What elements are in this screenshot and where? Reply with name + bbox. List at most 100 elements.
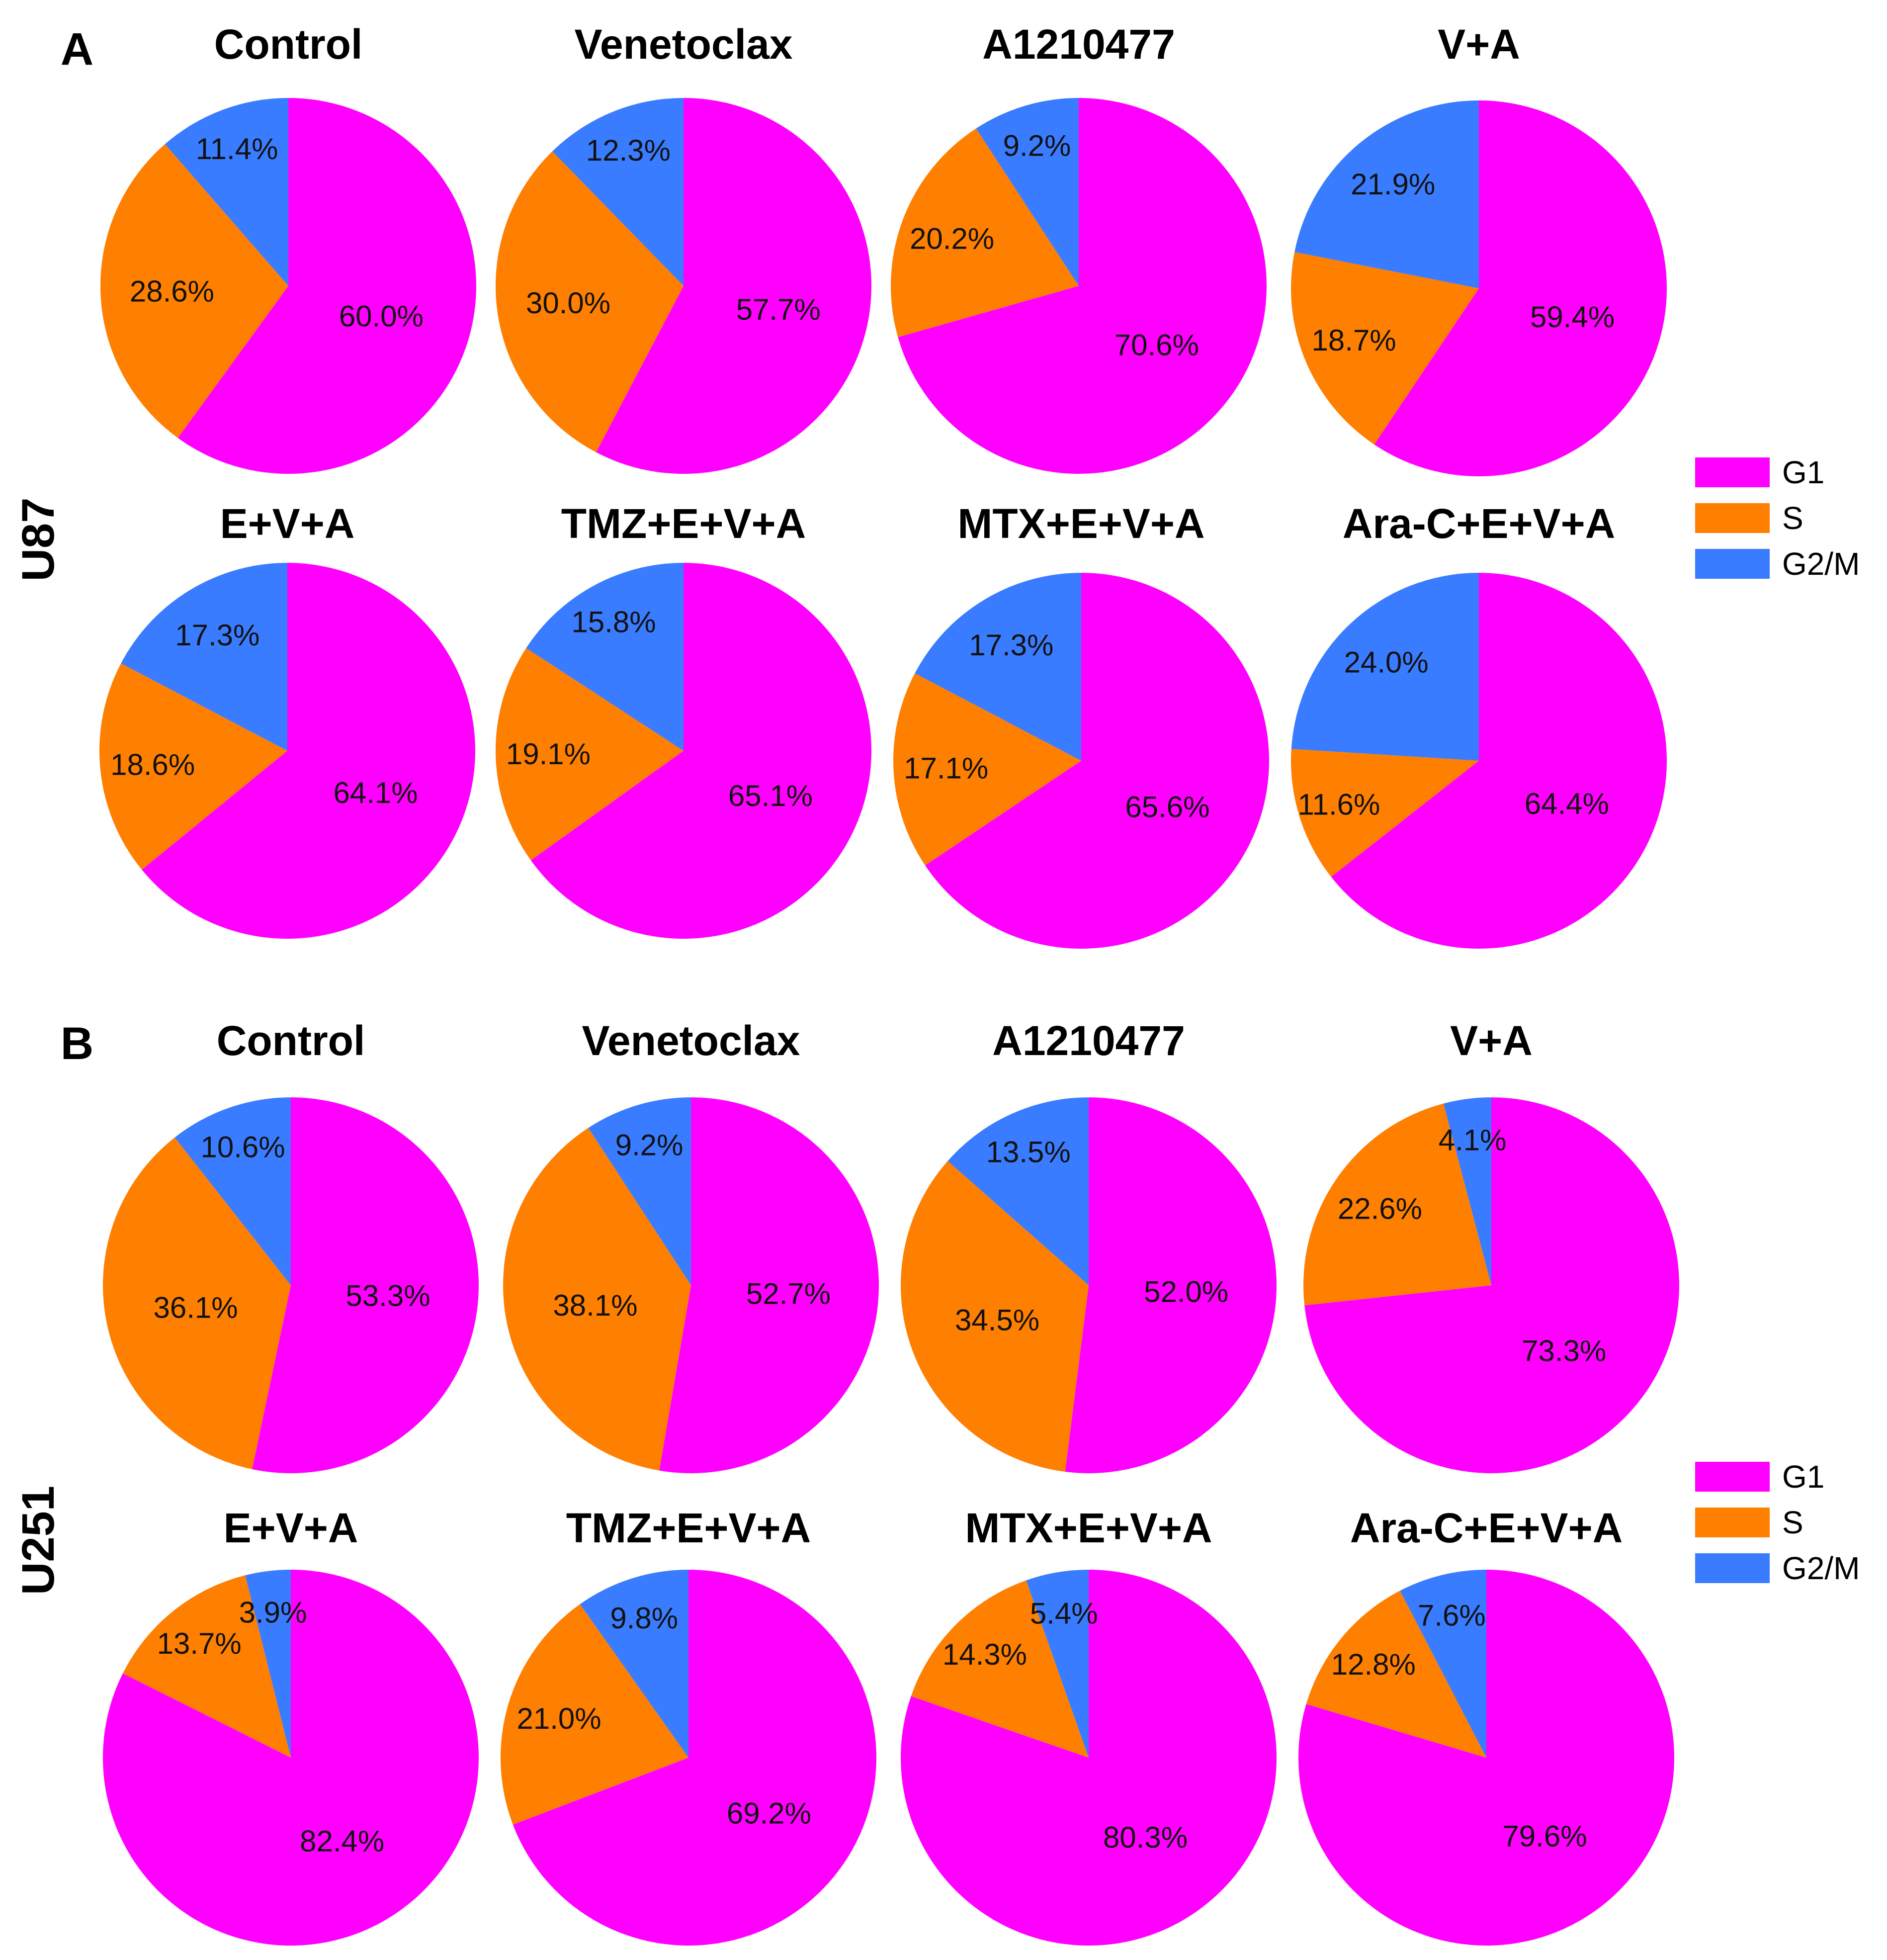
panel-a-pie-venetoclax-slice-g2-m: [552, 98, 684, 286]
panel-b-pie-control-label-g2-m: 10.6%: [201, 1130, 285, 1163]
panel-b-pie-tmz-e-v-a-slice-g1: [513, 1570, 876, 1946]
panel-b-pie-mtx-e-v-a-title: MTX+E+V+A: [965, 1505, 1212, 1551]
panel-b-pie-venetoclax-label-g1: 52.7%: [746, 1277, 831, 1311]
panel-a-pie-control-title: Control: [214, 21, 363, 68]
panel-a-pie-v-a-title: V+A: [1438, 21, 1520, 68]
panel-b-pie-venetoclax-label-g2-m: 9.2%: [615, 1128, 684, 1161]
panel-b-legend-swatch-g2-m: [1695, 1553, 1770, 1583]
panel-a-pie-ara-c-e-v-a-title: Ara-C+E+V+A: [1343, 500, 1616, 547]
panel-a-pie-tmz-e-v-a-slice-g1: [530, 563, 871, 939]
panel-b-pie-v-a-label-g1: 73.3%: [1522, 1334, 1606, 1367]
panel-b-pie-control-slice-g1: [252, 1097, 479, 1473]
panel-b-pie-venetoclax-slice-g2-m: [588, 1097, 691, 1285]
panel-a-legend-swatch-g2-m: [1695, 549, 1770, 579]
panel-b-pie-a1210477-slice-g2-m: [947, 1097, 1089, 1285]
panel-a-pie-e-v-a-label-g2-m: 17.3%: [175, 619, 259, 652]
panel-b-legend-label-g1: G1: [1782, 1459, 1824, 1495]
panel-b-pie-a1210477-label-g1: 52.0%: [1144, 1275, 1228, 1308]
panel-b-legend-label-s: S: [1782, 1505, 1803, 1540]
panel-a-pie-mtx-e-v-a-slice-g1: [925, 573, 1269, 949]
panel-b-pie-ara-c-e-v-a-slice-g2-m: [1400, 1570, 1486, 1758]
panel-b-pie-e-v-a-slice-g1: [103, 1570, 479, 1946]
panel-a-pie-ara-c-e-v-a-label-g2-m: 24.0%: [1344, 646, 1429, 679]
panel-a-pie-e-v-a-slice-g2-m: [121, 563, 287, 751]
panel-a-pie-a1210477-slice-g2-m: [976, 97, 1079, 286]
panel-b-pie-ara-c-e-v-a-label-g1: 79.6%: [1502, 1820, 1587, 1853]
panel-b-pie-mtx-e-v-a-slice-g2-m: [1026, 1570, 1089, 1758]
panel-a-pie-control-slice-g2-m: [165, 98, 288, 286]
panel-b-pie-v-a-label-s: 22.6%: [1338, 1192, 1422, 1226]
panel-a-pie-control-label-s: 28.6%: [130, 274, 214, 308]
panel-b-letter: B: [61, 1018, 93, 1069]
panel-b-pie-ara-c-e-v-a-label-s: 12.8%: [1331, 1648, 1416, 1681]
panel-a-pie-a1210477-label-g1: 70.6%: [1115, 329, 1199, 362]
panel-a-pie-ara-c-e-v-a-label-s: 11.6%: [1298, 788, 1380, 821]
panel-b-pie-tmz-e-v-a-slice-g2-m: [580, 1570, 688, 1758]
panel-a-pie-a1210477-title: A1210477: [982, 21, 1175, 68]
panel-a-pie-venetoclax-label-s: 30.0%: [526, 286, 610, 320]
panel-a-pie-venetoclax-slice-g1: [596, 98, 871, 474]
panel-a-pie-a1210477-label-g2-m: 9.2%: [1003, 129, 1071, 162]
panel-a-letter: A: [61, 24, 93, 75]
panel-b-pie-control-slice-s: [103, 1137, 291, 1469]
panel-a-pie-mtx-e-v-a-label-s: 17.1%: [904, 752, 988, 785]
panel-b-pie-control-label-g1: 53.3%: [345, 1279, 430, 1312]
panel-a-pie-a1210477-slice-g1: [898, 98, 1267, 474]
panel-b-pie-v-a-label-g2-m: 4.1%: [1439, 1124, 1507, 1157]
panel-a-pie-e-v-a-label-s: 18.6%: [110, 748, 195, 781]
panel-b-pie-control-label-s: 36.1%: [154, 1291, 238, 1325]
panel-b-pie-tmz-e-v-a-label-g1: 69.2%: [727, 1797, 811, 1830]
panel-a-pie-mtx-e-v-a-slice-g2-m: [915, 572, 1081, 761]
panel-b-pie-control-title: Control: [217, 1017, 365, 1064]
panel-a-pie-v-a-slice-s: [1291, 252, 1479, 445]
panel-a-pie-tmz-e-v-a-label-g1: 65.1%: [728, 779, 813, 812]
panel-b-pie-e-v-a-slice-g2-m: [245, 1570, 291, 1758]
panel-a-pie-e-v-a-slice-g1: [142, 563, 476, 939]
panel-a-pie-tmz-e-v-a-title: TMZ+E+V+A: [561, 500, 806, 547]
panel-a-legend-label-g1: G1: [1782, 454, 1824, 490]
panel-a-pie-tmz-e-v-a-slice-s: [495, 648, 684, 861]
panel-a-pie-mtx-e-v-a-slice-s: [893, 673, 1081, 866]
panel-b-pie-mtx-e-v-a-label-g2-m: 5.4%: [1030, 1597, 1098, 1630]
panel-b-legend-swatch-g1: [1695, 1462, 1770, 1492]
panel-a-pie-control-slice-g1: [177, 98, 477, 474]
panel-a-pie-e-v-a-title: E+V+A: [220, 500, 355, 547]
panel-b-pie-a1210477-slice-g1: [1065, 1097, 1277, 1473]
panel-b-pie-venetoclax-label-s: 38.1%: [553, 1289, 637, 1322]
panel-b-pie-e-v-a-label-s: 13.7%: [157, 1627, 242, 1660]
panel-b-pie-e-v-a-label-g2-m: 3.9%: [239, 1596, 307, 1629]
panel-b-pie-v-a-title: V+A: [1450, 1017, 1533, 1064]
panel-b-pie-ara-c-e-v-a-label-g2-m: 7.6%: [1418, 1599, 1486, 1632]
panel-b-pie-tmz-e-v-a-title: TMZ+E+V+A: [566, 1505, 811, 1551]
panel-a-pie-v-a-slice-g1: [1374, 100, 1667, 476]
panel-a-pie-ara-c-e-v-a-slice-g1: [1331, 573, 1667, 949]
panel-a-pie-e-v-a-label-g1: 64.1%: [334, 776, 418, 809]
panel-b-pie-tmz-e-v-a-label-s: 21.0%: [517, 1702, 601, 1735]
panel-a-legend-label-g2-m: G2/M: [1782, 546, 1860, 582]
panel-b-pie-a1210477-slice-s: [900, 1161, 1089, 1472]
panel-a-pie-a1210477-label-s: 20.2%: [910, 222, 994, 256]
panel-b-pie-e-v-a-slice-s: [123, 1575, 291, 1758]
panel-a-pie-tmz-e-v-a-label-g2-m: 15.8%: [572, 606, 656, 639]
panel-a-pie-ara-c-e-v-a-slice-g2-m: [1291, 573, 1479, 761]
panel-a-pie-venetoclax-slice-s: [495, 151, 684, 452]
panel-a-pie-mtx-e-v-a-label-g1: 65.6%: [1125, 791, 1209, 824]
panel-b-legend-swatch-s: [1695, 1508, 1770, 1537]
panel-a-pie-tmz-e-v-a-label-s: 19.1%: [506, 737, 591, 771]
panel-b-pie-ara-c-e-v-a-title: Ara-C+E+V+A: [1350, 1505, 1623, 1551]
panel-b-pie-e-v-a-title: E+V+A: [224, 1505, 358, 1551]
panel-b-pie-venetoclax-slice-s: [503, 1128, 691, 1471]
panel-a-pie-control-label-g2-m: 11.4%: [196, 132, 278, 166]
panel-a-pie-v-a-label-g1: 59.4%: [1530, 300, 1615, 334]
panel-a-pie-v-a-label-g2-m: 21.9%: [1351, 168, 1435, 201]
panel-a-pie-a1210477-slice-s: [890, 128, 1079, 338]
panel-b-pie-a1210477-title: A1210477: [992, 1017, 1185, 1064]
panel-b-pie-e-v-a-label-g1: 82.4%: [300, 1824, 384, 1858]
panel-a-pie-venetoclax-title: Venetoclax: [575, 21, 793, 68]
panel-a-pie-venetoclax-label-g1: 57.7%: [736, 293, 821, 326]
panel-a-pie-e-v-a-slice-s: [99, 663, 287, 870]
panel-a-pie-tmz-e-v-a-slice-g2-m: [526, 563, 684, 751]
panel-b-pie-mtx-e-v-a-label-s: 14.3%: [943, 1638, 1027, 1671]
panel-b-legend-label-g2-m: G2/M: [1782, 1550, 1860, 1586]
